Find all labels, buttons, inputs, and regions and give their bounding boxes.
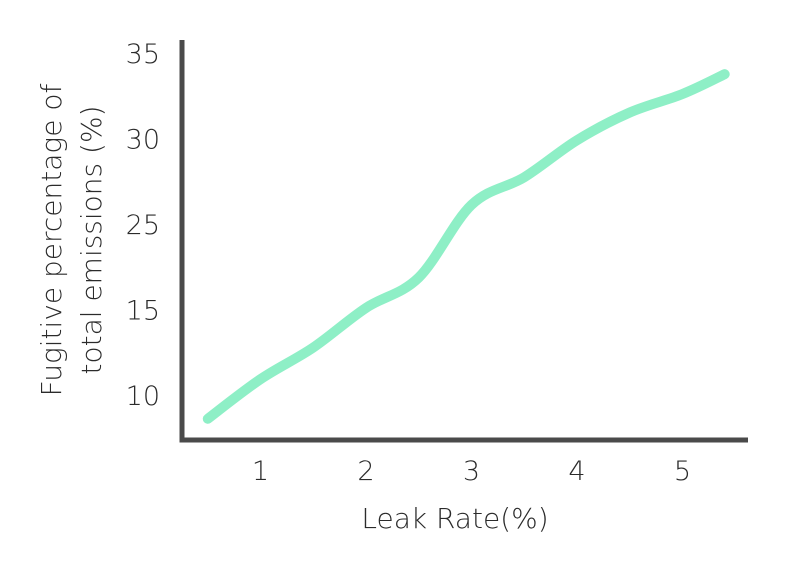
x-axis-label: Leak Rate(%): [361, 502, 548, 535]
x-tick-label: 3: [463, 456, 480, 487]
axis-titles: Leak Rate(%) Fugitive percentage of tota…: [35, 84, 549, 535]
series-layer: [202, 69, 730, 424]
x-tick-label: 4: [568, 456, 585, 487]
x-tick-label: 1: [252, 456, 269, 487]
x-tick-label: 5: [674, 456, 691, 487]
x-tick-label: 2: [357, 456, 374, 487]
y-tick-label: 15: [126, 296, 160, 327]
y-axis-label-line-1: Fugitive percentage of: [35, 84, 68, 397]
axes: [179, 40, 748, 443]
y-tick-label: 35: [126, 39, 160, 70]
y-tick-label: 25: [126, 210, 160, 241]
y-tick-labels: 10 15 25 30 35: [126, 39, 160, 412]
y-tick-label: 30: [126, 125, 160, 156]
y-tick-label: 10: [126, 381, 160, 412]
y-axis-label-line-2: total emissions (%): [75, 106, 108, 375]
x-tick-labels: 1 2 3 4 5: [252, 456, 691, 487]
series-line-0: [202, 69, 730, 424]
